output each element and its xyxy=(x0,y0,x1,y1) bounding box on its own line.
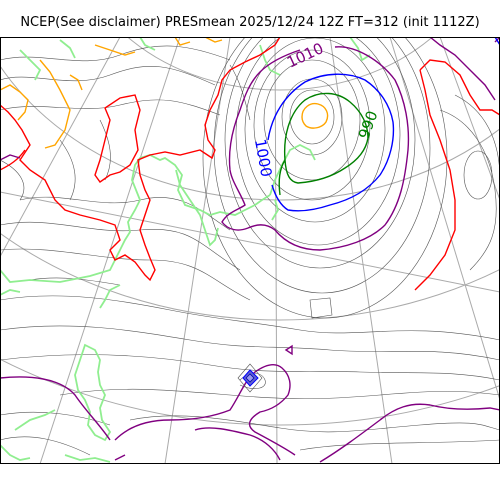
isobar-1010 xyxy=(0,37,500,463)
map-title: NCEP(See disclaimer) PRESmean 2025/12/24… xyxy=(20,15,480,30)
graticule-meridians xyxy=(0,37,500,464)
label-1000-hpa: 1000 xyxy=(251,138,275,179)
pressure-map: 1010 1000 990 xyxy=(0,37,500,464)
graticule-latitude-lines xyxy=(0,37,500,426)
isobar-980 xyxy=(0,37,329,149)
isobar-1020 xyxy=(0,37,500,291)
small-low-feature xyxy=(237,363,263,393)
label-990-hpa: 990 xyxy=(355,108,382,141)
isobar-990 xyxy=(278,92,369,196)
